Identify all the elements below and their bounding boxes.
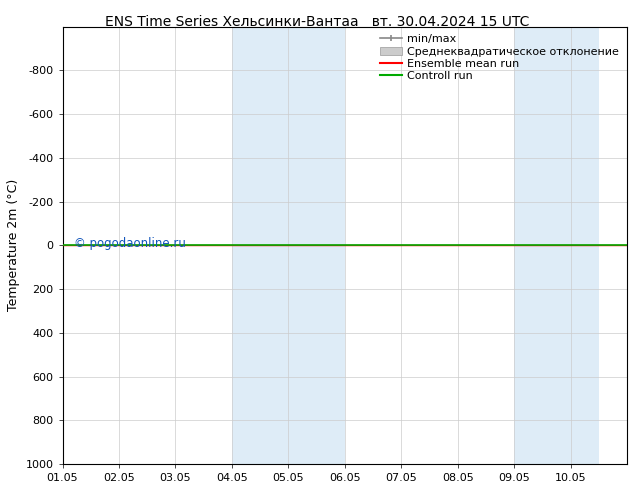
Text: ENS Time Series Хельсинки-Вантаа   вт. 30.04.2024 15 UTC: ENS Time Series Хельсинки-Вантаа вт. 30.…: [105, 15, 529, 29]
Bar: [232, 26, 345, 464]
Y-axis label: Temperature 2m (°C): Temperature 2m (°C): [7, 179, 20, 312]
Text: © pogodaonline.ru: © pogodaonline.ru: [74, 237, 186, 249]
Legend: min/max, Среднеквадратическое отклонение, Ensemble mean run, Controll run: min/max, Среднеквадратическое отклонение…: [377, 32, 621, 83]
Bar: [514, 26, 599, 464]
